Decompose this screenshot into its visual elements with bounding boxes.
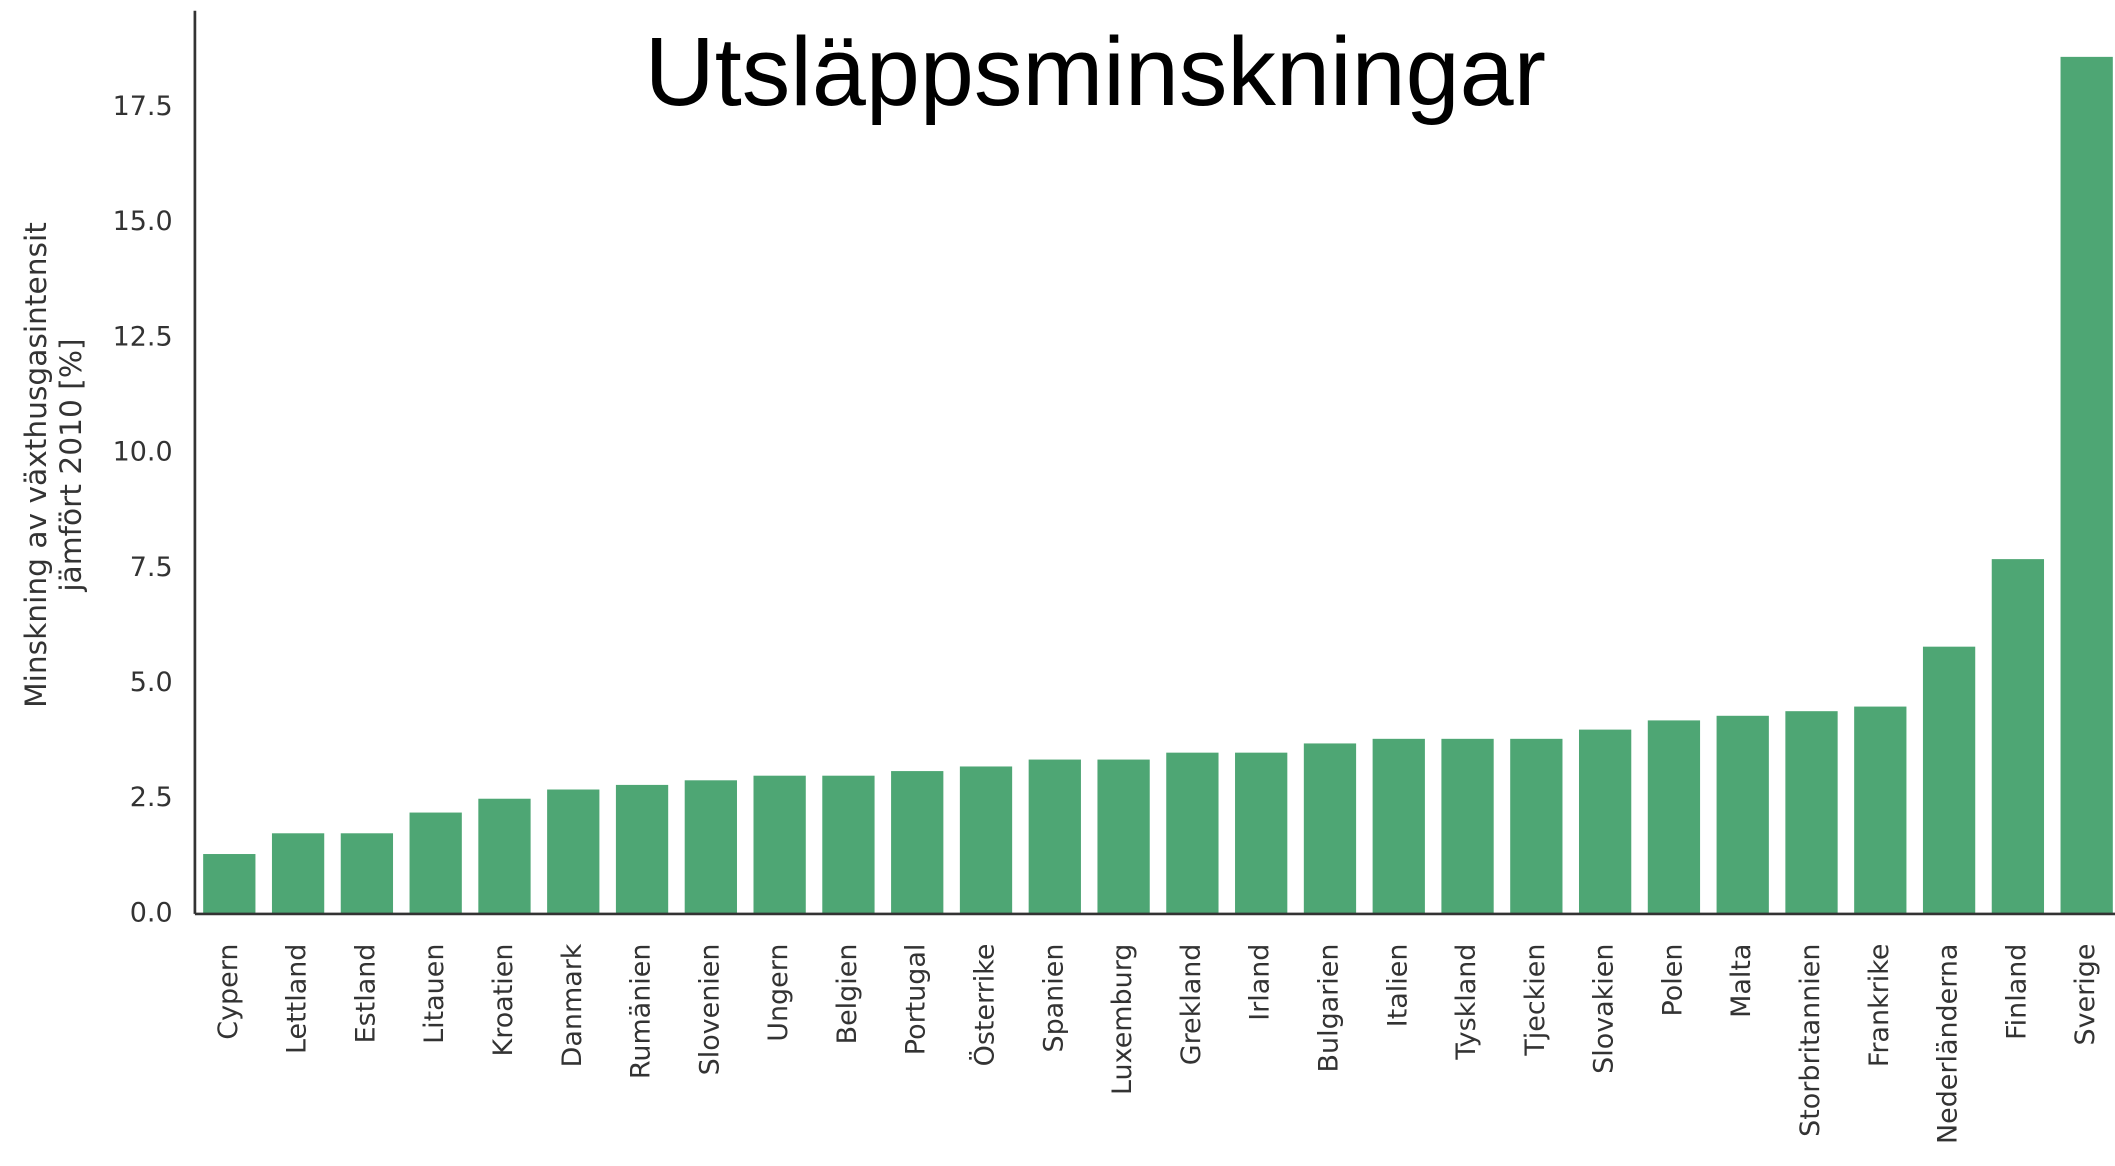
x-tick-label: Slovakien [1589,944,1620,1074]
y-tick-label: 2.5 [130,782,173,813]
bar [1922,646,1976,914]
x-tick-label: Storbritannien [1795,944,1826,1137]
x-tick-label: Litauen [419,944,450,1044]
bar [1441,738,1494,914]
bar [684,780,737,914]
bar [547,789,600,914]
bar [2060,56,2113,914]
y-tick-label: 15.0 [113,206,173,237]
bar [1854,706,1907,914]
y-axis-label: jämfört 2010 [%] [53,338,88,592]
x-tick-label: Polen [1657,944,1688,1017]
bar [1647,720,1701,914]
x-tick-label: Portugal [901,944,932,1056]
x-tick-label: Kroatien [488,944,519,1057]
bar [1372,738,1425,914]
bar [822,775,875,914]
y-tick-label: 12.5 [113,321,173,352]
x-tick-label: Tjeckien [1520,944,1551,1057]
bar [409,812,462,914]
bar [1578,729,1632,914]
x-tick-label: Frankrike [1864,944,1895,1068]
x-tick-label: Rumänien [626,944,657,1080]
bar [271,833,325,914]
x-tick-label: Lettland [282,944,313,1054]
y-tick-label: 0.0 [130,897,173,928]
y-tick-label: 17.5 [113,91,173,122]
x-tick-label: Grekland [1176,944,1207,1066]
bar [959,766,1013,914]
bar [340,833,394,914]
bar [1028,759,1081,914]
y-tick-label: 7.5 [130,552,173,583]
bar [1991,559,2045,914]
bar [478,798,531,914]
x-tick-label: Österrike [969,944,1001,1067]
x-tick-label: Spanien [1038,944,1069,1053]
x-tick-label: Slovenien [694,944,725,1076]
bar [203,854,256,914]
bar [753,775,806,914]
x-tick-label: Tyskland [1451,944,1482,1061]
x-tick-label: Sverige [2070,944,2101,1046]
bar [1097,759,1150,914]
x-tick-label: Cypern [213,944,244,1040]
bar [1785,711,1838,914]
x-tick-label: Danmark [557,943,588,1067]
x-tick-label: Belgien [832,944,863,1045]
x-tick-label: Italien [1382,944,1413,1028]
bar [1166,752,1219,914]
bar [615,784,669,914]
x-tick-label: Irland [1245,944,1276,1021]
bar [1510,738,1563,914]
x-tick-label: Finland [2001,944,2032,1040]
y-axis-label: Minskning av växthusgasintensit [18,222,53,708]
x-tick-label: Nederländerna [1933,944,1964,1144]
bar [1235,752,1288,914]
y-tick-label: 5.0 [130,667,173,698]
x-tick-label: Ungern [763,944,794,1042]
bar [891,771,944,914]
x-tick-label: Estland [350,944,381,1044]
y-tick-label: 10.0 [113,437,173,468]
bar [1716,715,1769,914]
x-tick-label: Luxemburg [1107,944,1138,1095]
chart-title: Utsläppsminskningar [645,17,1546,126]
bar [1303,743,1357,914]
x-tick-label: Malta [1726,944,1757,1018]
x-tick-label: Bulgarien [1313,944,1344,1073]
